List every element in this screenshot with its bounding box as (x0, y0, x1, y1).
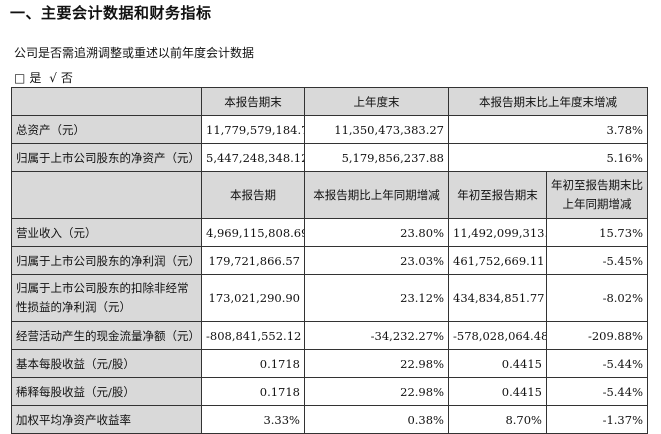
table-cell: 434,834,851.77 (448, 274, 547, 322)
table-cell: 5.16% (448, 143, 648, 172)
table-cell: -578,028,064.48 (448, 321, 547, 350)
table-cell: 0.4415 (448, 349, 547, 378)
yes-label: 是 (29, 71, 42, 85)
table-cell: 0.1718 (201, 349, 305, 378)
table-cell: 3.33% (201, 405, 305, 434)
table-cell: 11,492,099,313.28 (448, 218, 547, 247)
row-label: 基本每股收益（元/股） (11, 349, 202, 378)
table-cell: 23.80% (304, 218, 449, 247)
row-label: 归属于上市公司股东的扣除非经常性损益的净利润（元） (11, 274, 202, 322)
table-row: 经营活动产生的现金流量净额（元） -808,841,552.12 -34,232… (11, 321, 648, 350)
no-label: 否 (60, 71, 73, 85)
table-cell: 11,779,579,184.79 (201, 115, 305, 144)
table-cell: -808,841,552.12 (201, 321, 305, 350)
table-row: 稀释每股收益（元/股） 0.1718 22.98% 0.4415 -5.44% (11, 377, 648, 406)
header-cell: 本报告期末 (201, 87, 305, 116)
table-cell: -209.88% (546, 321, 648, 350)
row-label: 经营活动产生的现金流量净额（元） (11, 321, 202, 350)
table-cell: -5.44% (546, 349, 648, 378)
table-cell: 23.03% (304, 246, 449, 275)
table-cell: 0.1718 (201, 377, 305, 406)
table-cell: -34,232.27% (304, 321, 449, 350)
header-blank-cell (11, 87, 202, 116)
table-cell: 11,350,473,383.27 (304, 115, 449, 144)
table-cell: 4,969,115,808.69 (201, 218, 305, 247)
table-cell: 179,721,866.57 (201, 246, 305, 275)
table-cell: 22.98% (304, 349, 449, 378)
table-cell: 5,179,856,237.88 (304, 143, 449, 172)
header-cell: 年初至报告期末比上年同期增减 (546, 171, 648, 219)
table-row: 基本每股收益（元/股） 0.1718 22.98% 0.4415 -5.44% (11, 349, 648, 378)
table-cell: -5.45% (546, 246, 648, 275)
table-header-row: 本报告期 本报告期比上年同期增减 年初至报告期末 年初至报告期末比上年同期增减 (11, 171, 648, 219)
table-row: 归属于上市公司股东的净资产（元） 5,447,248,348.12 5,179,… (11, 143, 648, 172)
header-blank-cell (11, 171, 202, 219)
row-label: 稀释每股收益（元/股） (11, 377, 202, 406)
table-row: 归属于上市公司股东的净利润（元） 179,721,866.57 23.03% 4… (11, 246, 648, 275)
row-label: 总资产（元） (11, 115, 202, 144)
header-cell: 本报告期末比上年度末增减 (448, 87, 648, 116)
table-cell: -1.37% (546, 405, 648, 434)
restatement-choice: □ 是 √ 否 (14, 69, 77, 86)
table-cell: 173,021,290.90 (201, 274, 305, 322)
table-cell: 461,752,669.11 (448, 246, 547, 275)
checkmark-icon: √ (49, 71, 57, 85)
table-row: 加权平均净资产收益率 3.33% 0.38% 8.70% -1.37% (11, 405, 648, 434)
empty-checkbox-icon: □ (14, 71, 26, 85)
table-cell: 23.12% (304, 274, 449, 322)
table-cell: 0.38% (304, 405, 449, 434)
row-label: 营业收入（元） (11, 218, 202, 247)
row-label: 加权平均净资产收益率 (11, 405, 202, 434)
table-cell: 0.4415 (448, 377, 547, 406)
table-cell: 22.98% (304, 377, 449, 406)
header-cell: 本报告期 (201, 171, 305, 219)
table-cell: 15.73% (546, 218, 648, 247)
header-cell: 上年度末 (304, 87, 449, 116)
table-row: 总资产（元） 11,779,579,184.79 11,350,473,383.… (11, 115, 648, 144)
row-label: 归属于上市公司股东的净利润（元） (11, 246, 202, 275)
row-label: 归属于上市公司股东的净资产（元） (11, 143, 202, 172)
financial-data-table: 本报告期末 上年度末 本报告期末比上年度末增减 总资产（元） 11,779,57… (11, 87, 648, 434)
table-row: 营业收入（元） 4,969,115,808.69 23.80% 11,492,0… (11, 218, 648, 247)
table-cell: 8.70% (448, 405, 547, 434)
table-cell: 5,447,248,348.12 (201, 143, 305, 172)
section-heading: 一、主要会计数据和财务指标 (10, 4, 212, 22)
table-cell: -5.44% (546, 377, 648, 406)
table-cell: -8.02% (546, 274, 648, 322)
table-row: 归属于上市公司股东的扣除非经常性损益的净利润（元） 173,021,290.90… (11, 274, 648, 322)
header-cell: 年初至报告期末 (448, 171, 547, 219)
header-cell: 本报告期比上年同期增减 (304, 171, 449, 219)
restatement-question: 公司是否需追溯调整或重述以前年度会计数据 (14, 46, 255, 60)
table-cell: 3.78% (448, 115, 648, 144)
table-header-row: 本报告期末 上年度末 本报告期末比上年度末增减 (11, 87, 648, 116)
